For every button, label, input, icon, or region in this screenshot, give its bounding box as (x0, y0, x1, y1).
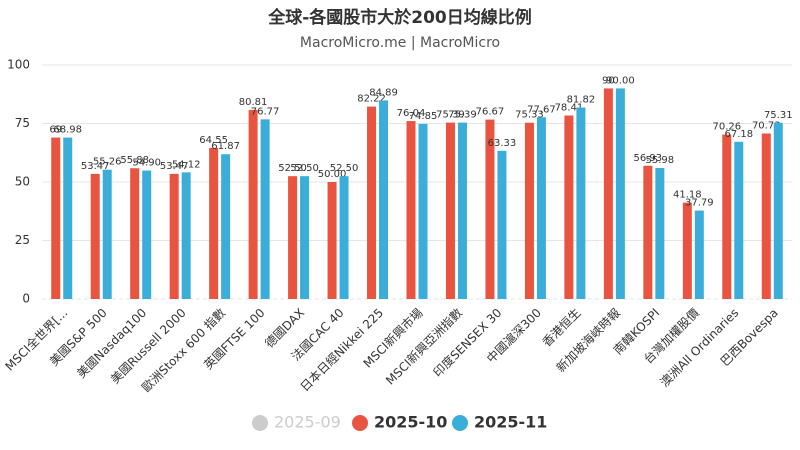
legend-label: 2025-11 (474, 413, 547, 432)
bar (524, 122, 534, 299)
data-label: 52.50 (278, 163, 307, 174)
bar (457, 122, 467, 299)
bar (485, 119, 495, 300)
bar (102, 169, 112, 299)
data-label: 55.26 (93, 157, 122, 168)
data-label: 80.81 (239, 97, 268, 108)
bar (367, 106, 377, 300)
data-label: 90.00 (606, 75, 635, 86)
data-label: 61.87 (211, 141, 240, 152)
data-label: 52.50 (290, 163, 319, 174)
y-tick-label: 50 (15, 175, 30, 189)
bar (90, 173, 100, 299)
bar (209, 147, 219, 299)
data-label: 90 (602, 75, 615, 86)
data-label: 53.47 (81, 161, 110, 172)
chart-subtitle: MacroMicro.me | MacroMicro (300, 35, 500, 51)
bar (221, 154, 231, 299)
bar (643, 165, 653, 299)
bar (63, 137, 73, 299)
bar (142, 170, 152, 299)
bar (248, 109, 258, 299)
data-label: 77.67 (527, 104, 556, 115)
bar (445, 122, 455, 299)
bar (655, 168, 665, 299)
data-label: 56.93 (634, 153, 663, 164)
legend-swatch (252, 415, 268, 431)
bar (564, 115, 574, 299)
bar (406, 121, 416, 299)
bar (288, 176, 298, 299)
legend-label: 2025-09 (274, 413, 341, 432)
data-label: 67.18 (724, 129, 753, 140)
data-label: 55.98 (646, 155, 675, 166)
x-tick-label: 印度SENSEX 30 (430, 305, 505, 380)
data-label: 54.12 (172, 159, 201, 170)
bar (418, 123, 428, 299)
legend-label: 2025-10 (374, 413, 447, 432)
data-label: 53.47 (160, 161, 189, 172)
data-label: 37.79 (685, 198, 714, 209)
y-tick-label: 0 (22, 292, 30, 306)
bar (603, 88, 613, 300)
y-tick-label: 75 (15, 116, 30, 130)
data-label: 75.31 (764, 110, 793, 121)
legend-swatch (352, 415, 368, 431)
bar (615, 88, 625, 300)
bar (773, 122, 783, 299)
bar (181, 172, 191, 299)
data-label: 69 (49, 125, 62, 136)
bar (722, 134, 732, 299)
bar (169, 173, 179, 299)
chart-title: 全球-各國股市大於200日均線比例 (267, 7, 532, 28)
data-label: 76.67 (476, 107, 505, 118)
data-label: 76.77 (251, 106, 280, 117)
bar (339, 176, 349, 299)
data-label: 52.50 (330, 163, 359, 174)
data-label: 50.00 (318, 169, 347, 180)
data-label: 68.98 (53, 125, 82, 136)
bar (576, 107, 586, 299)
data-label: 75.33 (515, 110, 544, 121)
legend-swatch (452, 415, 468, 431)
bar (694, 210, 704, 299)
bar (536, 117, 546, 299)
bar (734, 141, 744, 299)
data-label: 81.82 (567, 95, 596, 106)
y-tick-label: 25 (15, 233, 30, 247)
data-label: 70.26 (712, 122, 741, 133)
data-label: 78.41 (555, 103, 584, 114)
data-label: 82.22 (357, 94, 386, 105)
x-tick-label: 美國Nasdaq100 (74, 306, 149, 381)
data-label: 54.90 (132, 158, 161, 169)
data-label: 64.55 (199, 135, 228, 146)
data-label: 84.89 (369, 87, 398, 98)
data-label: 70.73 (752, 120, 781, 131)
data-label: 75.39 (448, 110, 477, 121)
bar (51, 137, 61, 299)
bar (682, 202, 692, 299)
bar (497, 150, 507, 299)
data-label: 41.18 (673, 190, 702, 201)
data-label: 55.88 (120, 155, 149, 166)
bar (327, 182, 337, 299)
data-label: 76.04 (397, 108, 426, 119)
bar (300, 176, 310, 299)
data-label: 63.33 (488, 138, 517, 149)
bar (260, 119, 270, 299)
data-label: 75.39 (436, 110, 465, 121)
y-tick-label: 100 (7, 58, 30, 72)
bar (130, 168, 140, 299)
bar (761, 133, 771, 299)
data-label: 74.85 (409, 111, 438, 122)
bar (379, 100, 389, 300)
